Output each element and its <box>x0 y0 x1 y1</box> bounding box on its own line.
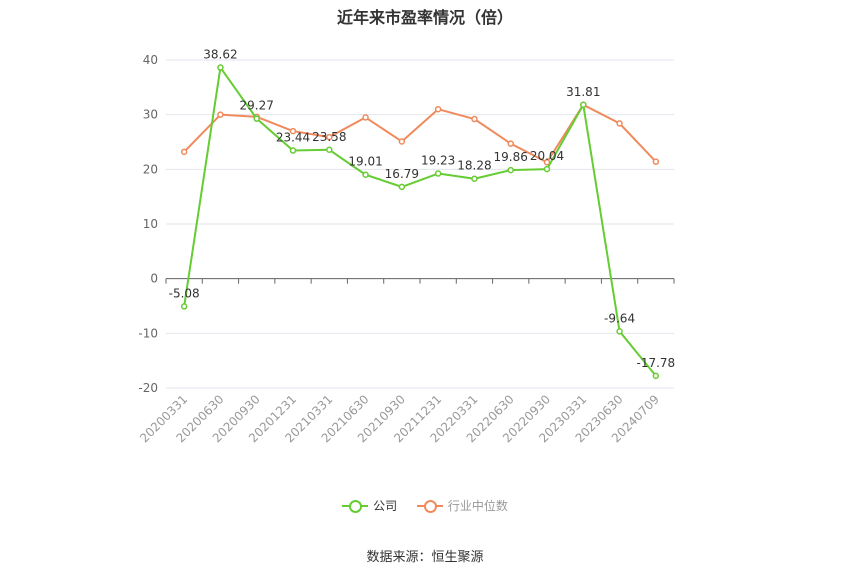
data-point-company <box>616 328 623 335</box>
y-tick-label: -10 <box>138 326 158 340</box>
data-point-company <box>507 166 514 174</box>
data-source: 数据来源：恒生聚源 <box>366 550 484 565</box>
x-axis: 2020033120200630202009302020123120210331… <box>137 278 675 445</box>
y-tick-label: 0 <box>150 272 158 286</box>
data-point-industry-median <box>362 114 369 121</box>
data-point-industry-median <box>180 148 188 156</box>
legend: 公司 行业中位数 <box>0 497 850 516</box>
y-axis: -20 -10 0 10 20 30 40 <box>138 53 158 395</box>
data-point-company <box>326 146 333 154</box>
data-point-industry-median <box>217 111 224 118</box>
legend-label-industry-median: 行业中位数 <box>447 499 508 513</box>
data-point-industry-median <box>652 158 660 165</box>
y-tick-label: 10 <box>143 217 158 231</box>
data-point-industry-median <box>507 140 514 147</box>
legend-swatch-company-icon <box>342 499 369 513</box>
data-point-industry-median <box>326 133 333 141</box>
data-label-company: 20.04 <box>530 149 564 163</box>
legend-label-company: 公司 <box>373 499 398 513</box>
data-point-industry-median <box>616 120 623 127</box>
data-label-company: 29.27 <box>240 99 274 113</box>
data-point-company <box>362 171 369 178</box>
data-label-company: 31.81 <box>566 85 600 99</box>
data-point-industry-median <box>289 127 297 135</box>
data-label-company: -9.64 <box>604 311 635 325</box>
chart-title: 近年来市盈率情况（倍） <box>336 8 513 27</box>
data-label-company: 18.28 <box>457 159 491 173</box>
series-layer <box>180 64 660 380</box>
data-point-company <box>580 101 587 109</box>
data-point-industry-median <box>543 158 551 166</box>
data-point-industry-median <box>398 138 406 145</box>
data-point-company <box>652 372 660 380</box>
data-point-industry-median <box>434 105 442 113</box>
data-point-company <box>180 303 188 310</box>
data-label-company: 23.44 <box>276 131 310 145</box>
data-labels: -5.08 38.62 29.27 23.44 23.5819.0116.7919.23… <box>169 48 676 370</box>
data-label-company: -17.78 <box>637 356 676 370</box>
legend-swatch-industry-icon <box>416 499 443 513</box>
legend-item-company[interactable]: 公司 <box>342 497 397 514</box>
legend-item-industry-median[interactable]: 行业中位数 <box>416 497 508 514</box>
data-label-company: 16.79 <box>385 167 419 181</box>
data-label-company: 23.58 <box>312 130 346 144</box>
data-label-company: 19.23 <box>421 154 455 168</box>
data-point-company <box>471 175 478 182</box>
data-label-company: 19.86 <box>494 150 528 164</box>
y-tick-label: 20 <box>143 162 158 176</box>
y-tick-label: 30 <box>143 108 158 122</box>
data-point-company <box>398 183 406 191</box>
data-point-company <box>253 115 260 122</box>
y-tick-label: 40 <box>143 53 158 67</box>
data-label-company: 19.01 <box>348 155 382 169</box>
data-point-industry-median <box>471 115 478 123</box>
y-tick-label: -20 <box>138 381 158 395</box>
data-label-company: -5.08 <box>169 286 200 300</box>
data-point-company <box>434 170 442 177</box>
data-label-company: 38.62 <box>203 48 237 62</box>
data-point-company <box>289 147 297 154</box>
data-point-company <box>217 64 224 71</box>
series-line-company <box>183 66 657 377</box>
data-point-company <box>543 165 551 173</box>
